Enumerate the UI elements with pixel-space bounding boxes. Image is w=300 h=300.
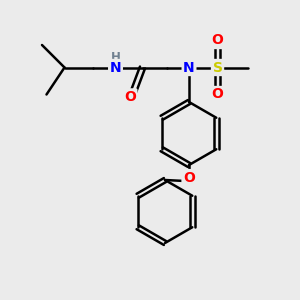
Text: O: O bbox=[183, 171, 195, 184]
Text: H: H bbox=[111, 51, 120, 64]
Text: N: N bbox=[183, 61, 195, 74]
Text: O: O bbox=[212, 88, 224, 101]
Text: O: O bbox=[212, 34, 224, 47]
Text: N: N bbox=[110, 61, 121, 74]
Text: S: S bbox=[212, 61, 223, 74]
Text: O: O bbox=[124, 90, 136, 104]
